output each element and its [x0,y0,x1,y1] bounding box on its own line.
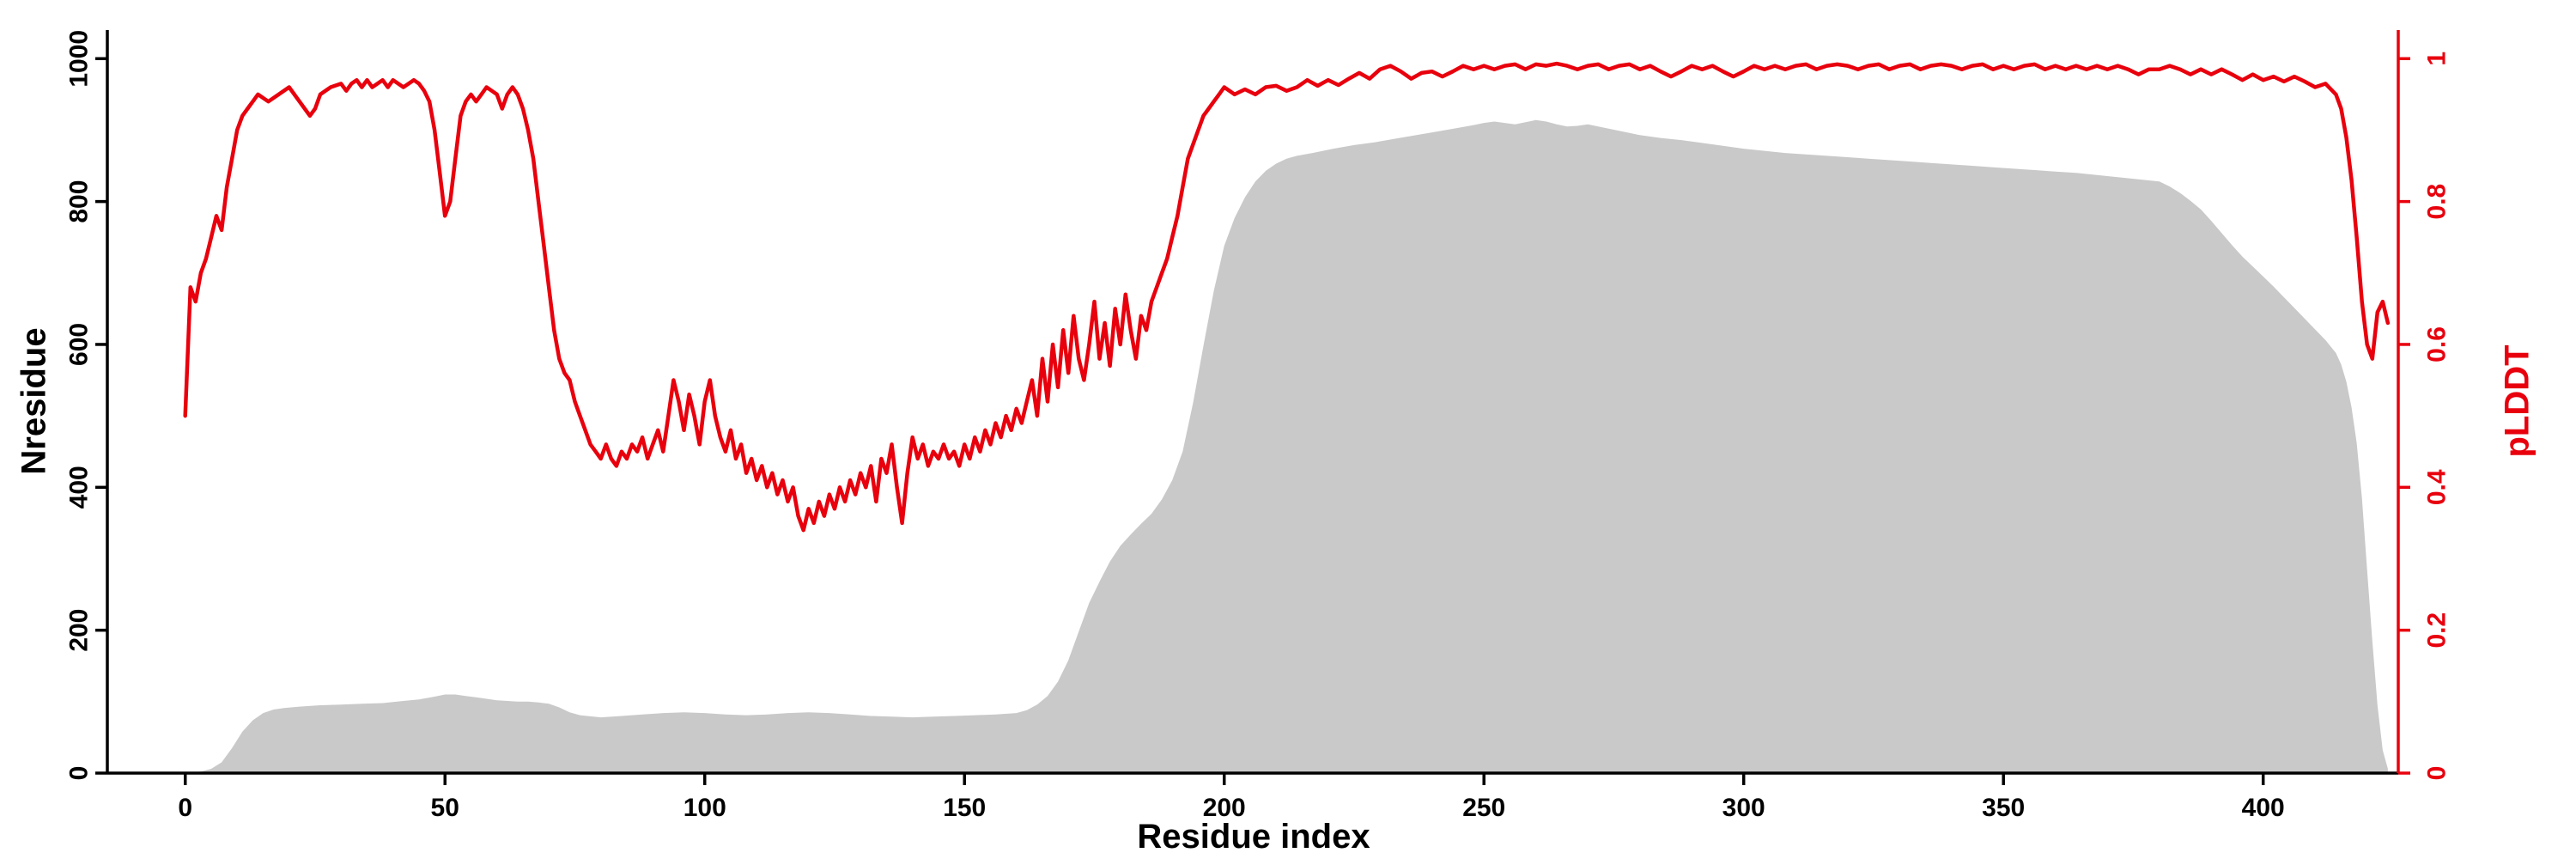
x-tick-label: 150 [943,794,986,822]
left-y-tick-label: 600 [65,323,94,366]
right-y-tick-label: 0.8 [2423,184,2451,220]
x-tick-label: 200 [1203,794,1246,822]
x-tick-label: 100 [683,794,726,822]
x-tick-label: 350 [1982,794,2025,822]
x-tick-label: 300 [1722,794,1765,822]
right-y-tick-label: 0.4 [2423,469,2451,505]
right-y-axis: 0 0.2 0.4 0.6 0.8 1 [2397,30,2451,781]
x-tick-label: 400 [2242,794,2285,822]
left-y-tick-label: 200 [65,609,94,652]
x-axis: 0 50 100 150 200 250 300 350 400 [107,771,2398,822]
right-y-tick-label: 1 [2423,52,2451,66]
nresidue-area-series [185,119,2388,774]
left-y-tick-label: 0 [65,766,94,781]
right-y-tick-label: 0.2 [2423,612,2451,649]
plddt-line-series [183,61,2391,533]
left-y-tick-label: 400 [65,466,94,509]
x-axis-title: Residue index [1137,818,1370,856]
left-y-axis: 0 200 400 600 800 1000 [65,30,109,781]
right-y-tick-label: 0.6 [2423,326,2451,362]
x-tick-label: 50 [431,794,459,822]
x-tick-label: 250 [1462,794,1505,822]
x-tick-label: 0 [178,794,192,822]
right-y-tick-label: 0 [2423,766,2451,781]
right-y-axis-title: pLDDT [2498,344,2537,458]
left-y-tick-label: 1000 [65,30,94,88]
left-y-axis-title: Nresidue [15,327,53,475]
left-y-tick-label: 800 [65,180,94,223]
